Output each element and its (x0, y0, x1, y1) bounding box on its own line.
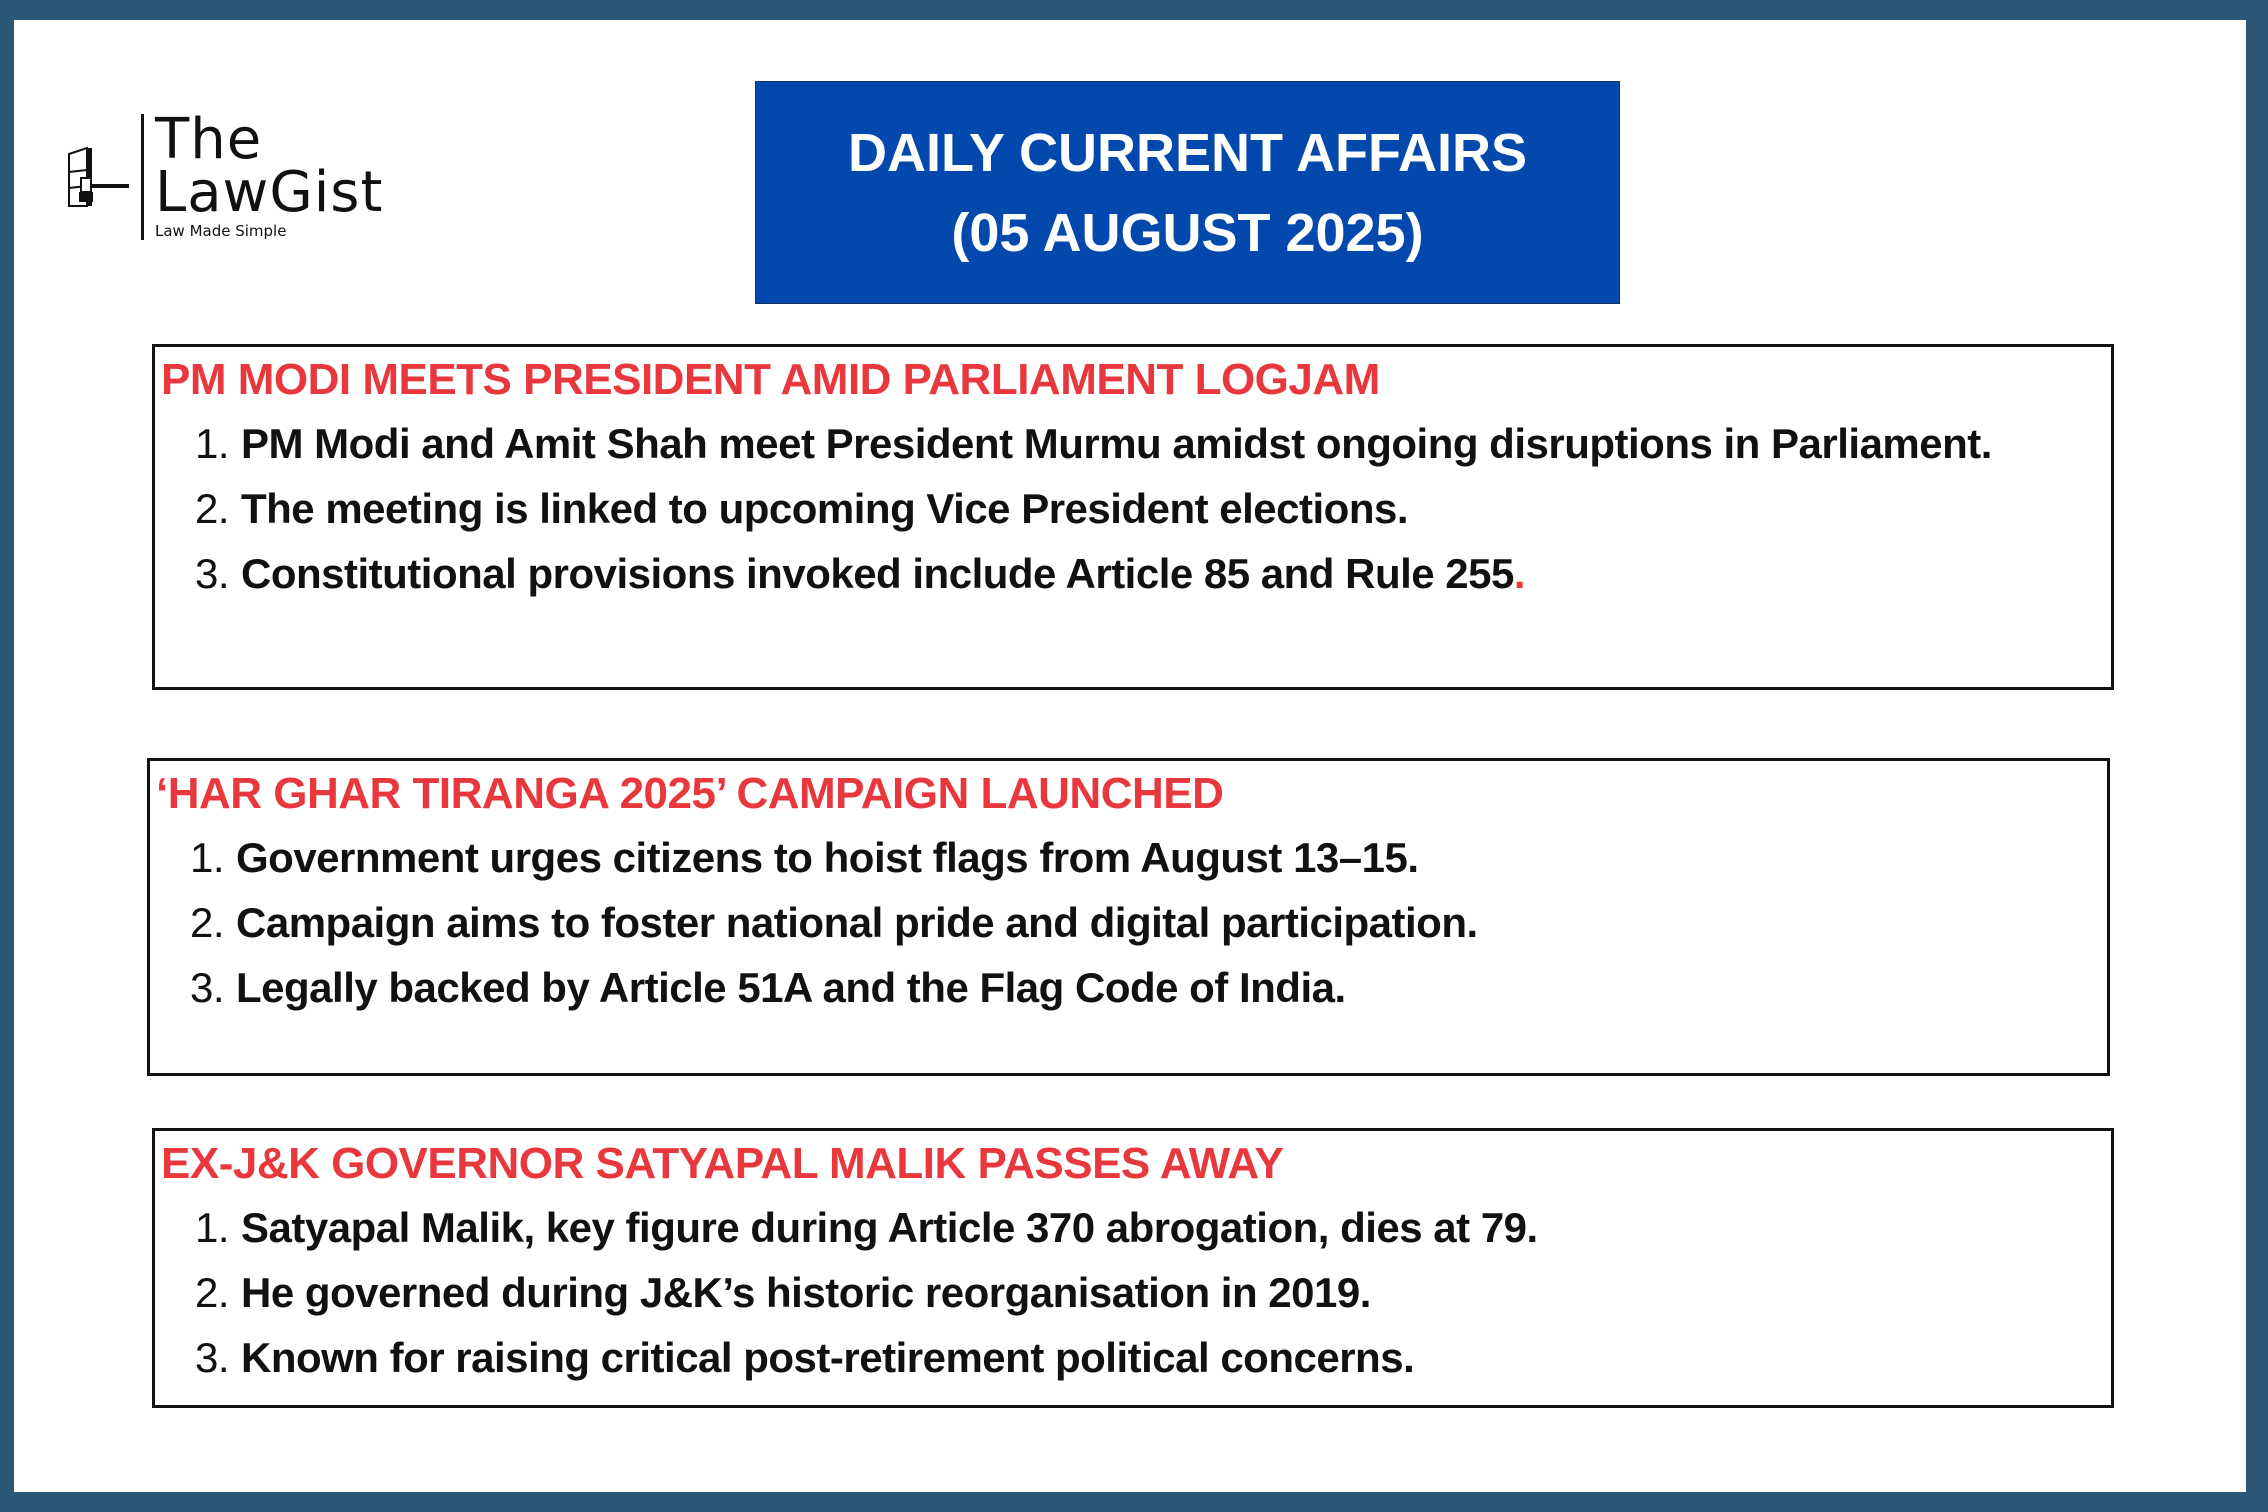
item-number: 2. (195, 1269, 230, 1316)
brand-line1: The (155, 107, 263, 172)
section-title: ‘HAR GHAR TIRANGA 2025’ CAMPAIGN LAUNCHE… (156, 769, 1224, 818)
brand-logo: The LawGist Law Made Simple (65, 107, 405, 244)
list-item: 3. Constitutional provisions invoked incl… (195, 541, 2071, 606)
item-text: Known for raising critical post-retireme… (241, 1334, 1415, 1381)
brand-line2: LawGist (155, 160, 384, 225)
brand-tagline: Law Made Simple (155, 222, 287, 240)
title-banner: DAILY CURRENT AFFAIRS (05 AUGUST 2025) (755, 81, 1620, 304)
item-text: Legally backed by Article 51A and the Fl… (236, 964, 1346, 1011)
book-gavel-icon (68, 146, 129, 207)
item-number: 1. (195, 420, 230, 467)
list-item: 2. The meeting is linked to upcoming Vice… (195, 476, 2071, 541)
item-number: 3. (195, 1334, 230, 1381)
news-section-1: PM MODI MEETS PRESIDENT AMID PARLIAMENT … (152, 344, 2114, 690)
item-number: 3. (195, 550, 230, 597)
poster-canvas: The LawGist Law Made Simple DAILY CURREN… (14, 20, 2246, 1492)
item-number: 3. (190, 964, 225, 1011)
item-number: 2. (190, 899, 225, 946)
logo-divider (141, 114, 144, 240)
item-text: Campaign aims to foster national pride a… (236, 899, 1478, 946)
section-title: EX-J&K GOVERNOR SATYAPAL MALIK PASSES AW… (161, 1139, 1284, 1188)
section-list: 1. Satyapal Malik, key figure during Arti… (195, 1195, 2071, 1390)
item-text: Constitutional provisions invoked includ… (241, 550, 1514, 597)
list-item: 3. Known for raising critical post-retire… (195, 1325, 2071, 1390)
list-item: 2. Campaign aims to foster national pride… (190, 890, 2067, 955)
item-text: Government urges citizens to hoist flags… (236, 834, 1419, 881)
banner-title: DAILY CURRENT AFFAIRS (847, 122, 1528, 183)
list-item: 1. Satyapal Malik, key figure during Arti… (195, 1195, 2071, 1260)
section-title: PM MODI MEETS PRESIDENT AMID PARLIAMENT … (161, 355, 1380, 404)
item-text: The meeting is linked to upcoming Vice P… (241, 485, 1409, 532)
item-number: 2. (195, 485, 230, 532)
section-list: 1. Government urges citizens to hoist fla… (190, 825, 2067, 1020)
item-number: 1. (195, 1204, 230, 1251)
list-item: 3. Legally backed by Article 51A and the … (190, 955, 2067, 1020)
list-item: 1. Government urges citizens to hoist fla… (190, 825, 2067, 890)
list-item: 1. PM Modi and Amit Shah meet President M… (195, 411, 2071, 476)
news-section-2: ‘HAR GHAR TIRANGA 2025’ CAMPAIGN LAUNCHE… (147, 758, 2110, 1076)
item-text: PM Modi and Amit Shah meet President Mur… (241, 420, 1992, 467)
item-text: He governed during J&K’s historic reorga… (241, 1269, 1371, 1316)
news-section-3: EX-J&K GOVERNOR SATYAPAL MALIK PASSES AW… (152, 1128, 2114, 1408)
list-item: 2. He governed during J&K’s historic reor… (195, 1260, 2071, 1325)
item-suffix: . (1513, 550, 1526, 597)
item-text: Satyapal Malik, key figure during Articl… (241, 1204, 1538, 1251)
banner-date: (05 AUGUST 2025) (951, 202, 1424, 263)
item-number: 1. (190, 834, 225, 881)
section-list: 1. PM Modi and Amit Shah meet President M… (195, 411, 2071, 606)
